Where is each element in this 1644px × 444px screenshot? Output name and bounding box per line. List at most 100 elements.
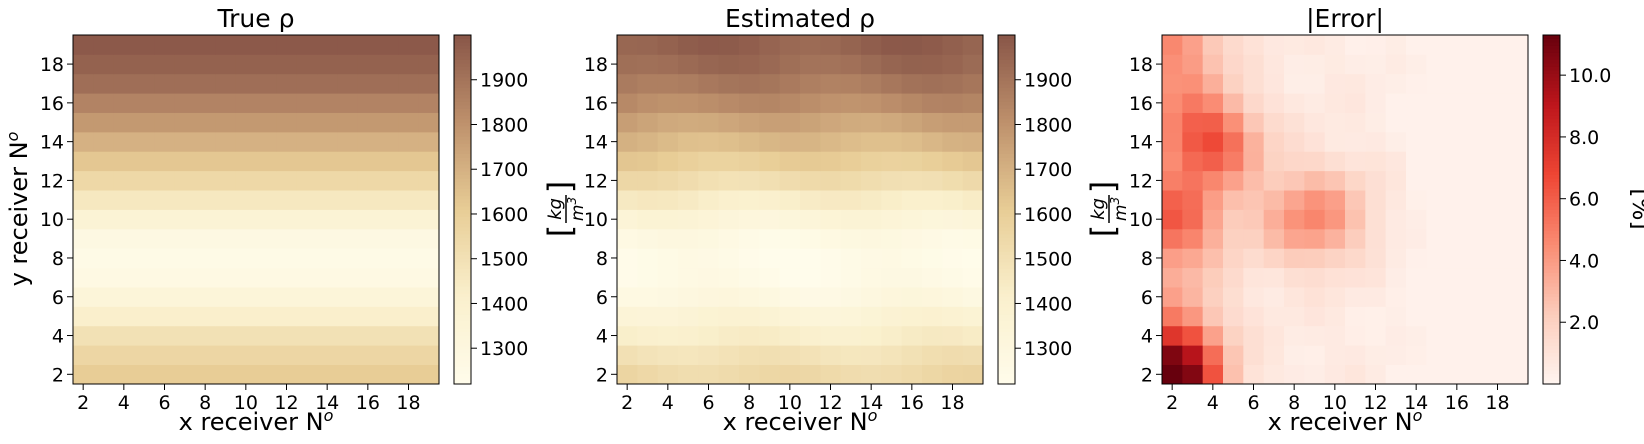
- heatmap-cell: [718, 170, 740, 191]
- heatmap-cell: [357, 190, 379, 210]
- heatmap-cell: [1263, 112, 1285, 133]
- heatmap-cell: [215, 93, 237, 113]
- title-text: True ρ: [217, 4, 295, 33]
- colorbar-tick-label: 1300: [480, 338, 528, 360]
- heatmap-cell: [678, 287, 699, 307]
- heatmap-cell: [1446, 306, 1468, 327]
- heatmap-cell: [73, 345, 94, 366]
- heatmap-cell: [154, 112, 176, 133]
- colorbar-segment: [454, 122, 471, 127]
- x-axis-label: x receiver No: [723, 406, 878, 436]
- heatmap-cell: [840, 248, 862, 269]
- colorbar-segment: [1543, 247, 1560, 252]
- heatmap-cell: [235, 93, 257, 113]
- heatmap-cell: [881, 267, 903, 288]
- colorbar-segment: [454, 146, 471, 151]
- heatmap-cell: [1345, 170, 1366, 191]
- heatmap-cell: [698, 131, 720, 152]
- heatmap-cell: [1406, 151, 1427, 172]
- heatmap-cell: [1507, 73, 1529, 94]
- heatmap-cell: [276, 209, 298, 230]
- heatmap-cell: [235, 209, 257, 230]
- colorbar-segment: [454, 76, 471, 81]
- heatmap-cell: [378, 306, 399, 327]
- heatmap-cell: [820, 35, 842, 55]
- heatmap-cell: [1426, 306, 1448, 327]
- heatmap-cell: [1182, 112, 1204, 133]
- heatmap-cell: [657, 325, 679, 346]
- heatmap-cell: [840, 54, 862, 75]
- heatmap-cell: [739, 170, 760, 191]
- heatmap-cell: [1487, 248, 1509, 269]
- y-tick-label: 14: [584, 132, 608, 154]
- colorbar-segment: [998, 181, 1015, 186]
- colorbar-segment: [454, 199, 471, 204]
- x-tick-label: 8: [199, 392, 211, 414]
- heatmap-cell: [1487, 228, 1509, 249]
- heatmap-cell: [1365, 131, 1387, 152]
- heatmap-cell: [337, 306, 359, 327]
- colorbar-segment: [998, 223, 1015, 228]
- heatmap-cell: [800, 73, 821, 94]
- svg-text:]: ]: [1084, 181, 1122, 193]
- colorbar-segment: [998, 328, 1015, 333]
- heatmap-cell: [678, 54, 699, 75]
- colorbar-segment: [1543, 300, 1560, 305]
- heatmap-cell: [1284, 287, 1305, 307]
- x-axis-ticks: 2 4 6 8 10 12 14 16 18: [621, 384, 965, 414]
- y-tick-label: 8: [52, 248, 64, 270]
- colorbar-segment: [454, 286, 471, 291]
- colorbar-segment: [454, 247, 471, 252]
- x-tick-label: 4: [662, 392, 674, 414]
- heatmap-cell: [922, 209, 943, 230]
- heatmap-cell: [637, 267, 659, 288]
- heatmap-cell: [922, 364, 943, 385]
- heatmap-cell: [174, 364, 196, 385]
- heatmap-cell: [357, 306, 379, 327]
- colorbar-segment: [998, 349, 1015, 354]
- heatmap-cell: [235, 190, 257, 210]
- heatmap-cell: [357, 35, 379, 55]
- heatmap-cell: [93, 93, 115, 113]
- heatmap-cell: [861, 325, 882, 346]
- heatmap-cell: [1243, 209, 1265, 230]
- colorbar-segment: [1543, 153, 1560, 158]
- heatmap-cell: [134, 112, 155, 133]
- colorbar-segment: [1543, 226, 1560, 231]
- x-tick-label: 2: [77, 392, 89, 414]
- heatmap-cell: [398, 287, 420, 307]
- heatmap-cell: [1365, 73, 1387, 94]
- plot-frame: [1161, 34, 1529, 385]
- heatmap-cell: [1426, 287, 1448, 307]
- heatmap-cell: [617, 73, 638, 94]
- heatmap-cell: [93, 54, 115, 75]
- heatmap-cell: [617, 151, 638, 172]
- heatmap-cell: [1426, 228, 1448, 249]
- y-tick-label: 6: [1141, 287, 1153, 309]
- y-axis-ticks: 2 4 6 8 10 12 14 16 18: [40, 54, 73, 386]
- heatmap-cell: [337, 248, 359, 269]
- heatmap-cell: [1487, 345, 1509, 366]
- colorbar-segment: [454, 275, 471, 280]
- colorbar-segment: [454, 219, 471, 224]
- heatmap-cell: [962, 287, 984, 307]
- colorbar-segment: [1543, 125, 1560, 130]
- heatmap-cell: [759, 73, 781, 94]
- heatmap-cell: [378, 131, 399, 152]
- heatmap-cell: [1243, 73, 1265, 94]
- heatmap-cell: [73, 228, 94, 249]
- heatmap-cell: [398, 170, 420, 191]
- heatmap-cell: [378, 93, 399, 113]
- heatmap-cell: [1162, 267, 1183, 288]
- heatmap-cell: [378, 345, 399, 366]
- heatmap-cell: [1304, 306, 1326, 327]
- x-tick-label: 12: [818, 392, 842, 414]
- heatmap-cell: [861, 209, 882, 230]
- colorbar-segment: [454, 185, 471, 190]
- heatmap-cell: [739, 287, 760, 307]
- heatmap-cell: [1487, 190, 1509, 210]
- heatmap-cell: [901, 54, 923, 75]
- colorbar-segment: [454, 69, 471, 74]
- heatmap-cell: [73, 131, 94, 152]
- colorbar-segment: [998, 265, 1015, 270]
